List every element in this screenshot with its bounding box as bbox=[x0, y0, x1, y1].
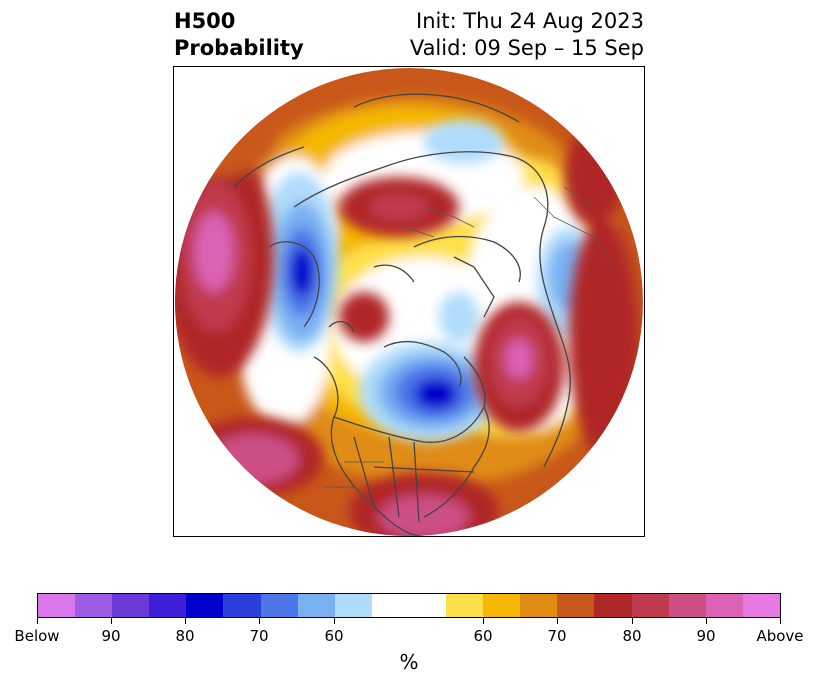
colorbar-segment bbox=[223, 594, 261, 617]
colorbar-segment bbox=[371, 594, 447, 617]
colorbar-segment bbox=[297, 594, 335, 617]
valid-dates: Valid: 09 Sep – 15 Sep bbox=[409, 36, 644, 60]
title-type: Probability bbox=[174, 36, 304, 60]
map-dates: Init: Thu 24 Aug 2023 Valid: 09 Sep – 15… bbox=[410, 8, 644, 62]
colorbar-tick bbox=[780, 618, 781, 624]
map-svg bbox=[175, 68, 643, 536]
colorbar-tick-label: Below bbox=[14, 627, 60, 645]
map-title: H500 Probability bbox=[174, 8, 304, 62]
colorbar-segment bbox=[446, 594, 484, 617]
colorbar-segment bbox=[742, 594, 780, 617]
colorbar-segment bbox=[112, 594, 150, 617]
colorbar-segment bbox=[557, 594, 595, 617]
colorbar-segment bbox=[705, 594, 743, 617]
title-variable: H500 bbox=[174, 9, 236, 33]
colorbar-segment bbox=[75, 594, 113, 617]
colorbar-tick bbox=[37, 618, 38, 624]
colorbar-tick bbox=[185, 618, 186, 624]
colorbar-tick bbox=[111, 618, 112, 624]
colorbar-segment bbox=[483, 594, 521, 617]
colorbar-tick bbox=[334, 618, 335, 624]
colorbar-tick-label: 70 bbox=[547, 627, 567, 645]
colorbar-segment bbox=[520, 594, 558, 617]
colorbar-segment bbox=[149, 594, 187, 617]
colorbar-tick-label: 70 bbox=[249, 627, 269, 645]
colorbar-tick bbox=[706, 618, 707, 624]
colorbar-unit-label: % bbox=[399, 650, 419, 674]
colorbar-tick-label: 60 bbox=[473, 627, 493, 645]
probability-colorbar bbox=[37, 593, 781, 618]
colorbar-segment bbox=[186, 594, 224, 617]
colorbar-segment bbox=[594, 594, 632, 617]
polar-map bbox=[173, 66, 645, 537]
colorbar-tick-label: 90 bbox=[696, 627, 716, 645]
colorbar-tick bbox=[483, 618, 484, 624]
colorbar-tick bbox=[557, 618, 558, 624]
init-date: Init: Thu 24 Aug 2023 bbox=[416, 9, 644, 33]
colorbar-tick-label: 80 bbox=[175, 627, 195, 645]
colorbar-segment bbox=[334, 594, 372, 617]
colorbar-tick bbox=[632, 618, 633, 624]
colorbar-tick-label: Above bbox=[756, 627, 804, 645]
colorbar-tick-label: 90 bbox=[101, 627, 121, 645]
colorbar-tick bbox=[259, 618, 260, 624]
colorbar-tick-label: 60 bbox=[324, 627, 344, 645]
colorbar-segment bbox=[260, 594, 298, 617]
colorbar-segment bbox=[38, 594, 76, 617]
colorbar-segment bbox=[668, 594, 706, 617]
colorbar-tick-label: 80 bbox=[622, 627, 642, 645]
colorbar-segment bbox=[631, 594, 669, 617]
